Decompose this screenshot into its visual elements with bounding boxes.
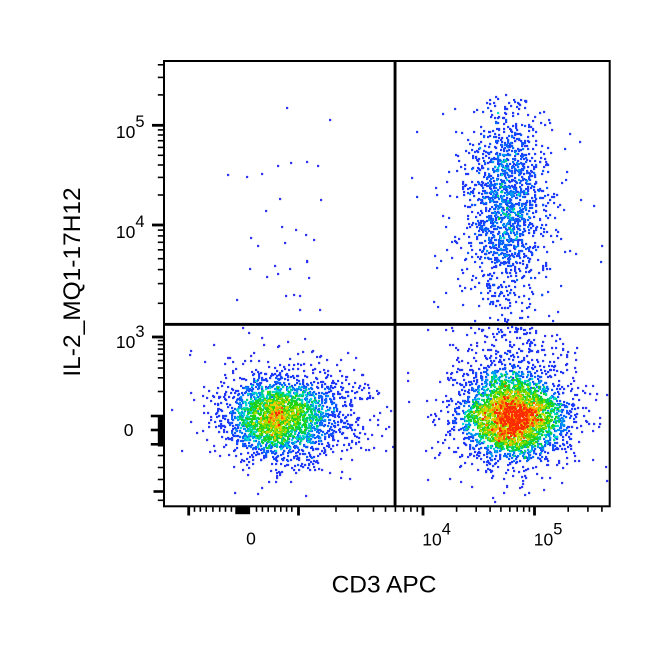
svg-text:CD3 APC: CD3 APC <box>332 572 437 599</box>
svg-text:IL-2_MQ1-17H12: IL-2_MQ1-17H12 <box>59 187 86 376</box>
svg-text:0: 0 <box>246 529 256 549</box>
svg-text:0: 0 <box>124 420 134 440</box>
